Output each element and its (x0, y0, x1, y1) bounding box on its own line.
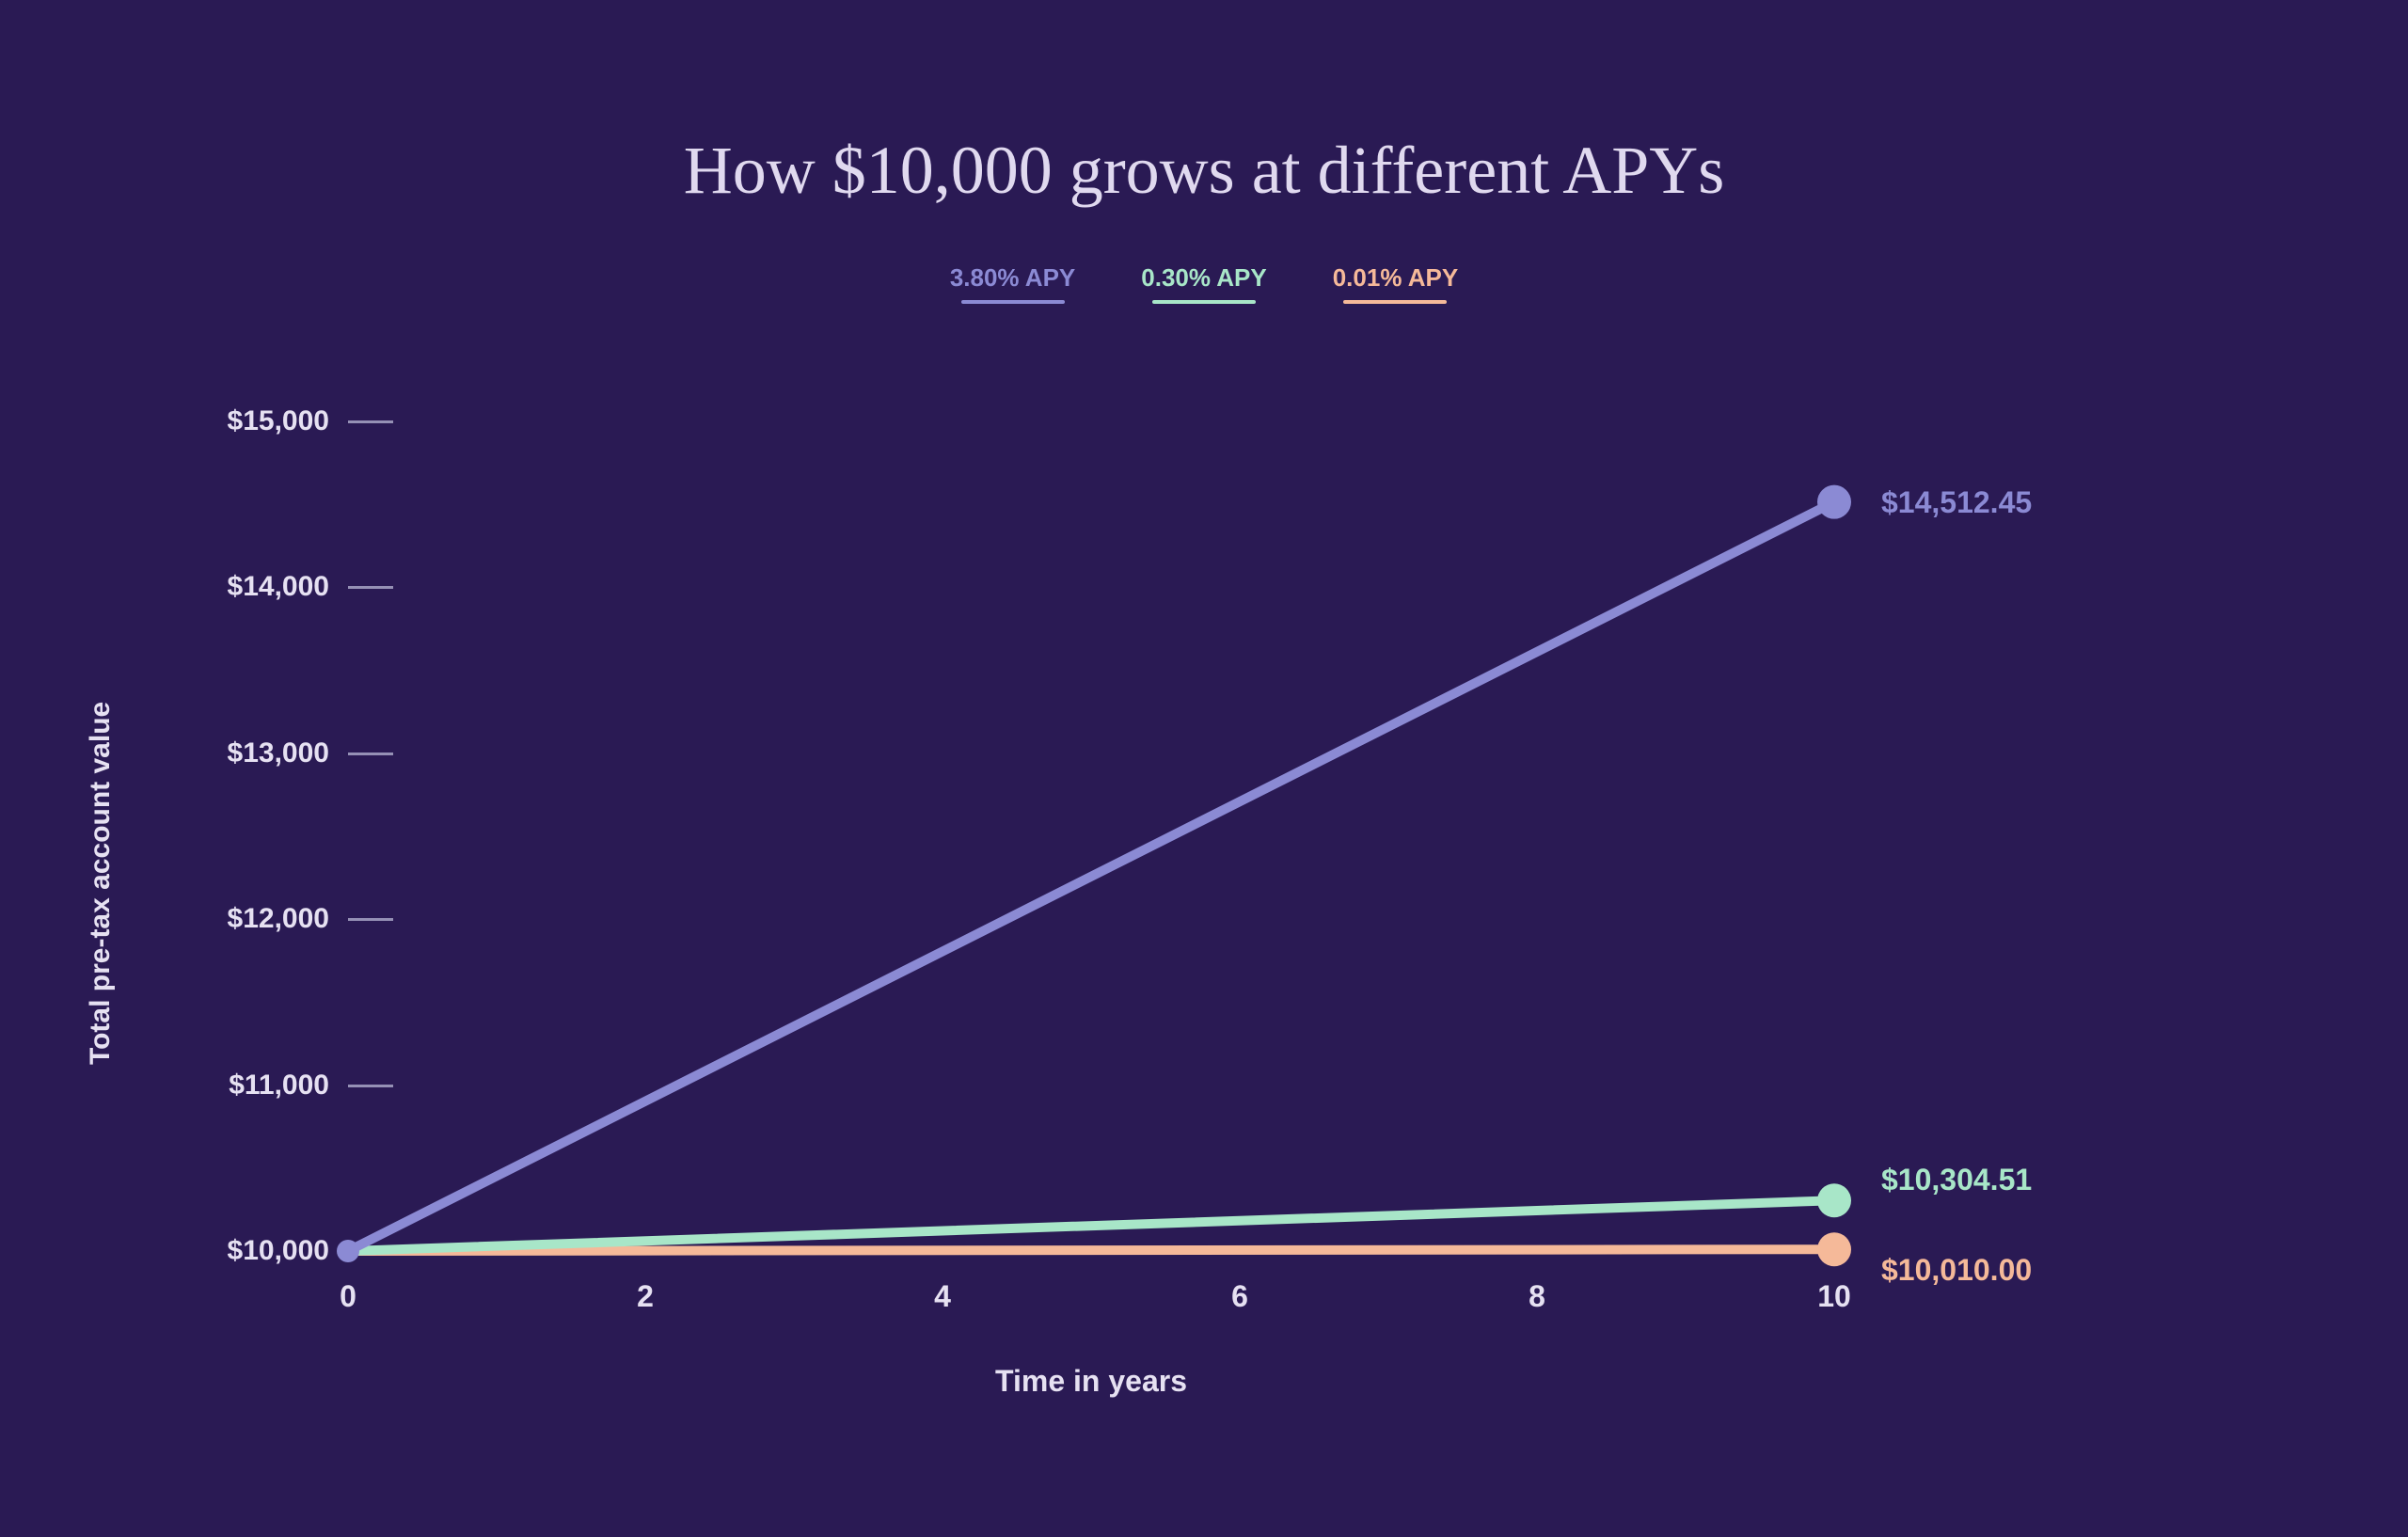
y-tick-label: $10,000 (169, 1235, 329, 1267)
y-tick-mark (348, 753, 393, 755)
x-tick-label: 0 (310, 1279, 386, 1314)
legend-label-2: 0.01% APY (1333, 263, 1458, 293)
y-tick-mark (348, 1085, 393, 1087)
y-tick-label: $14,000 (169, 571, 329, 603)
legend-swatch-0 (961, 300, 1065, 304)
series-end-label: $10,010.00 (1881, 1253, 2032, 1288)
series-end-label: $10,304.51 (1881, 1163, 2032, 1197)
y-tick-label: $13,000 (169, 737, 329, 769)
x-tick-label: 2 (608, 1279, 683, 1314)
y-tick-mark (348, 420, 393, 423)
legend-label-0: 3.80% APY (950, 263, 1075, 293)
legend-label-1: 0.30% APY (1141, 263, 1266, 293)
x-tick-label: 6 (1202, 1279, 1277, 1314)
legend-item-0: 3.80% APY (950, 263, 1075, 304)
plot-svg (348, 404, 1834, 1251)
x-tick-label: 4 (905, 1279, 980, 1314)
legend: 3.80% APY 0.30% APY 0.01% APY (0, 263, 2408, 304)
y-tick-label: $12,000 (169, 903, 329, 935)
chart-container: How $10,000 grows at different APYs 3.80… (0, 0, 2408, 1537)
legend-swatch-1 (1152, 300, 1256, 304)
chart-title: How $10,000 grows at different APYs (0, 132, 2408, 210)
x-axis-label: Time in years (348, 1364, 1834, 1399)
plot-area (348, 404, 1834, 1251)
y-tick-label: $11,000 (169, 1070, 329, 1101)
y-tick-label: $15,000 (169, 405, 329, 437)
legend-item-1: 0.30% APY (1141, 263, 1266, 304)
y-tick-mark (348, 918, 393, 921)
series-end-label: $14,512.45 (1881, 485, 2032, 520)
y-axis-label: Total pre-tax account value (85, 702, 117, 1065)
x-tick-label: 8 (1499, 1279, 1575, 1314)
legend-swatch-2 (1343, 300, 1447, 304)
x-tick-label: 10 (1797, 1279, 1872, 1314)
legend-item-2: 0.01% APY (1333, 263, 1458, 304)
y-tick-mark (348, 586, 393, 589)
